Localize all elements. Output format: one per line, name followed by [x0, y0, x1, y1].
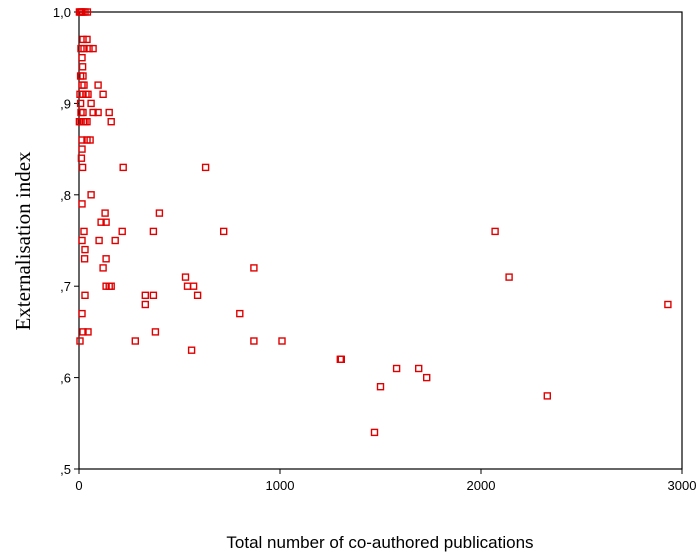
x-tick-label: 0 — [75, 478, 82, 493]
data-point — [78, 200, 86, 208]
data-point — [193, 291, 202, 299]
data-point — [94, 81, 102, 89]
data-point — [141, 291, 150, 299]
x-tick-label: 3000 — [668, 478, 697, 493]
data-point — [102, 218, 110, 226]
y-tick-label: 1,0 — [53, 5, 71, 20]
data-point — [80, 44, 88, 53]
y-tick-label: ,6 — [60, 371, 71, 386]
data-point — [84, 90, 92, 99]
data-point — [79, 328, 87, 336]
data-point — [181, 273, 190, 281]
data-point — [376, 383, 385, 391]
data-point — [99, 264, 107, 272]
data-point — [79, 108, 87, 117]
y-tick-label: ,5 — [60, 462, 71, 477]
data-point — [370, 428, 379, 437]
data-point — [250, 264, 258, 272]
data-point — [95, 236, 103, 245]
data-point — [101, 209, 109, 217]
data-point — [83, 8, 92, 16]
data-point — [80, 255, 89, 263]
data-point — [78, 54, 86, 62]
data-point — [83, 117, 91, 126]
data-point — [78, 309, 86, 318]
data-point — [187, 346, 196, 354]
data-point — [78, 63, 87, 71]
data-point — [78, 145, 86, 153]
data-point — [79, 35, 87, 44]
data-point — [250, 337, 258, 345]
data-point — [155, 209, 164, 217]
data-point — [83, 35, 91, 44]
data-point — [89, 44, 97, 53]
data-point — [80, 81, 88, 89]
x-axis-title: Total number of co-authored publications — [226, 533, 533, 552]
data-point — [278, 337, 286, 345]
data-point — [76, 99, 85, 108]
data-point — [97, 218, 105, 226]
data-point — [85, 44, 93, 53]
x-tick-label: 2000 — [467, 478, 496, 493]
data-point — [118, 227, 126, 236]
y-tick-label: ,7 — [60, 279, 71, 294]
data-point — [79, 72, 87, 80]
data-point — [77, 154, 86, 162]
data-point — [94, 108, 102, 117]
data-point — [99, 90, 107, 99]
data-point — [87, 99, 95, 108]
data-point — [84, 328, 92, 336]
data-points — [75, 8, 672, 437]
data-point — [415, 364, 423, 373]
data-point — [131, 337, 140, 345]
data-point — [149, 227, 158, 236]
data-point — [86, 136, 94, 144]
data-point — [107, 282, 115, 290]
data-point — [78, 236, 86, 245]
data-point — [141, 300, 150, 309]
data-point — [111, 236, 119, 245]
data-point — [423, 373, 431, 382]
data-point — [87, 191, 95, 199]
data-point — [76, 337, 84, 345]
data-point — [149, 291, 158, 299]
data-point — [78, 163, 87, 172]
data-point — [81, 291, 89, 299]
x-axis: 0 1000 2000 3000 — [75, 469, 696, 493]
data-point — [236, 309, 244, 318]
data-point — [151, 328, 160, 336]
data-point — [105, 108, 113, 117]
y-tick-label: ,8 — [60, 188, 71, 203]
data-point — [491, 227, 499, 236]
data-point — [505, 273, 513, 281]
data-point — [189, 282, 198, 290]
data-point — [219, 227, 228, 236]
plot-area — [78, 11, 683, 470]
data-point — [201, 163, 210, 172]
data-point — [664, 300, 672, 309]
data-point — [78, 136, 86, 144]
y-axis: ,5 ,6 ,7 ,8 ,9 1,0 — [53, 5, 79, 477]
data-point — [80, 227, 88, 236]
y-tick-label: ,9 — [60, 96, 71, 111]
data-point — [89, 108, 97, 117]
data-point — [102, 255, 110, 263]
y-axis-title: Externalisation index — [11, 151, 35, 331]
data-point — [107, 117, 115, 126]
x-tick-label: 1000 — [266, 478, 295, 493]
data-point — [392, 364, 401, 373]
data-point — [543, 392, 551, 400]
data-point — [337, 355, 345, 363]
data-point — [81, 245, 89, 254]
data-point — [119, 163, 127, 172]
